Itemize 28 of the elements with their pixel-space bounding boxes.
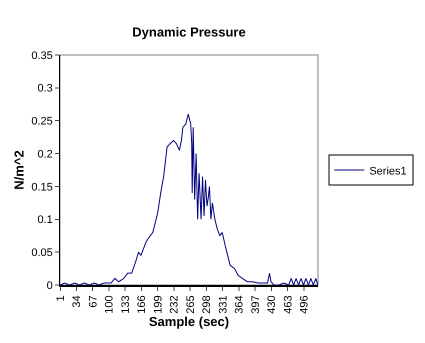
x-tick-label: 430 <box>266 295 278 314</box>
y-axis-title: N/m^2 <box>11 150 26 190</box>
x-tick-label: 199 <box>152 295 164 314</box>
x-axis-title: Sample (sec) <box>148 314 230 329</box>
y-tick-label: 0.35 <box>31 50 53 62</box>
y-tick-label: 0.3 <box>38 82 53 95</box>
x-tick-label: 397 <box>250 295 262 314</box>
y-tick-label: 0.1 <box>38 214 53 226</box>
x-tick-label: 166 <box>136 295 148 314</box>
x-tick-label: 232 <box>168 295 181 314</box>
x-tick-label: 34 <box>71 295 84 308</box>
x-tick-label: 463 <box>282 295 294 314</box>
x-tick-label: 100 <box>104 295 116 314</box>
x-tick-label: 331 <box>217 295 230 314</box>
x-tick-label: 133 <box>120 295 132 314</box>
x-tick-label: 298 <box>201 295 214 314</box>
x-tick-label: 265 <box>184 295 197 314</box>
x-tick-label: 67 <box>87 295 100 308</box>
y-tick-label: 0.2 <box>38 148 53 160</box>
y-tick-label: 0.15 <box>31 181 53 194</box>
x-tick-label: 364 <box>234 295 246 314</box>
legend-label: Series1 <box>369 165 407 178</box>
x-tick-label: 1 <box>54 295 67 302</box>
x-tick-label: 496 <box>298 295 311 314</box>
y-tick-label: 0.05 <box>31 246 53 259</box>
chart-title: Dynamic Pressure <box>132 24 246 40</box>
y-tick-label: 0.25 <box>31 116 53 128</box>
y-tick-label: 0 <box>46 280 53 292</box>
